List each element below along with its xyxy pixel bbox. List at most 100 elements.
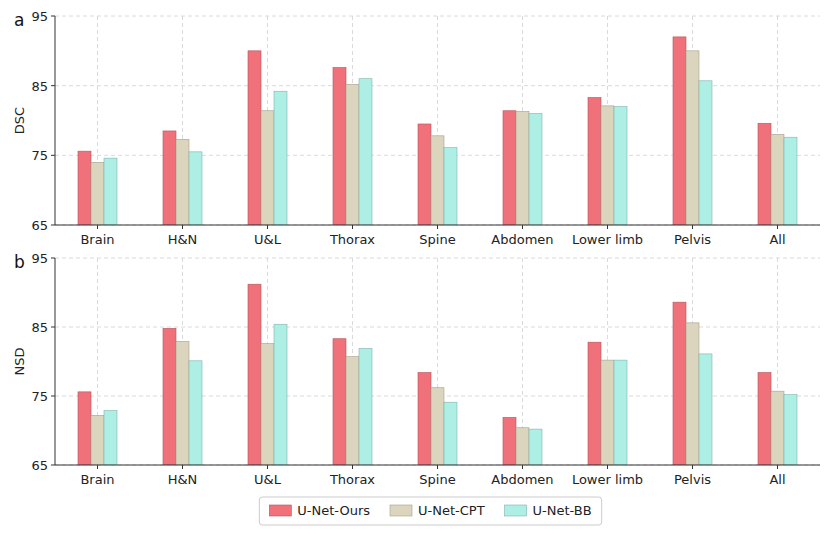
y-label: NSD: [12, 348, 27, 376]
bar: [91, 162, 104, 225]
tick-label: 65: [31, 458, 48, 473]
bar: [503, 111, 516, 225]
tick-label: Lower limb: [572, 232, 643, 247]
bar: [784, 137, 797, 225]
bar: [431, 136, 444, 225]
tick: [97, 225, 98, 229]
bar: [444, 148, 457, 225]
bar: [359, 79, 372, 225]
bar: [189, 361, 202, 465]
tick-label: Brain: [80, 472, 114, 487]
tick-label: Spine: [419, 232, 455, 247]
bar: [261, 344, 274, 465]
tick-label: 75: [31, 389, 48, 404]
tick: [522, 225, 523, 229]
bar: [346, 84, 359, 225]
bar: [673, 37, 686, 225]
tick-label: All: [769, 472, 785, 487]
tick: [352, 225, 353, 229]
tick: [607, 225, 608, 229]
tick: [182, 465, 183, 469]
tick-label: U&L: [254, 472, 282, 487]
bars: [78, 37, 797, 225]
bar: [601, 360, 614, 465]
tick: [607, 465, 608, 469]
panel: 65 75 85 95 Brain H&N U&L Thorax Spine Abdomen Low…: [12, 251, 820, 487]
tick-label: Pelvis: [674, 472, 711, 487]
tick-label: H&N: [168, 472, 198, 487]
bar: [346, 357, 359, 465]
tick-label: Pelvis: [674, 232, 711, 247]
legend-label: U-Net-Ours: [297, 503, 370, 518]
tick-label: Spine: [419, 472, 455, 487]
bar: [686, 323, 699, 465]
bar: [503, 417, 516, 465]
tick-label: Thorax: [329, 472, 375, 487]
bar: [771, 391, 784, 465]
legend-label: U-Net-BB: [533, 503, 592, 518]
tick: [777, 465, 778, 469]
tick-label: 85: [31, 320, 48, 335]
bar: [163, 131, 176, 225]
bar: [444, 402, 457, 465]
bar: [78, 392, 91, 465]
y-axis: [55, 258, 56, 465]
tick: [777, 225, 778, 229]
tick: [51, 225, 55, 226]
bar: [529, 429, 542, 465]
panel: 65758595BrainH&NU&LThoraxSpineAbdomenLow…: [12, 9, 820, 247]
y-axis: [55, 16, 56, 225]
tick-label: All: [769, 232, 785, 247]
bar: [248, 284, 261, 465]
tick: [182, 225, 183, 229]
legend-box: [259, 497, 601, 525]
tick-label: U&L: [254, 232, 282, 247]
bar: [686, 51, 699, 225]
bar: [333, 339, 346, 465]
bar: [588, 98, 601, 225]
legend-label: U-Net-CPT: [418, 503, 485, 518]
bar: [274, 91, 287, 225]
tick: [51, 155, 55, 156]
panel-label: b: [14, 252, 25, 272]
bar: [529, 114, 542, 225]
bar: [176, 341, 189, 465]
bar: [78, 151, 91, 225]
tick: [522, 465, 523, 469]
tick-label: 75: [31, 148, 48, 163]
bar: [189, 152, 202, 225]
legend-swatch: [390, 505, 412, 516]
bar: [516, 111, 529, 225]
bar: [614, 360, 627, 465]
tick-label: 95: [31, 251, 48, 266]
y-label: DSC: [12, 107, 27, 134]
bar: [758, 123, 771, 225]
bar: [699, 81, 712, 225]
bar: [91, 415, 104, 465]
tick: [51, 85, 55, 86]
tick-label: Abdomen: [491, 472, 553, 487]
tick: [51, 258, 55, 259]
tick: [437, 465, 438, 469]
bar: [176, 139, 189, 225]
bar: [784, 395, 797, 465]
legend-swatch: [505, 505, 527, 516]
bar: [418, 124, 431, 225]
tick: [692, 465, 693, 469]
tick: [51, 16, 55, 17]
panel-label: a: [14, 10, 24, 30]
tick: [437, 225, 438, 229]
tick-label: Lower limb: [572, 472, 643, 487]
tick: [51, 396, 55, 397]
legend-swatch: [269, 505, 291, 516]
tick: [692, 225, 693, 229]
bar: [333, 68, 346, 225]
tick-label: H&N: [168, 232, 198, 247]
tick: [267, 225, 268, 229]
tick-label: Thorax: [329, 232, 375, 247]
bar: [163, 328, 176, 465]
bar: [601, 106, 614, 225]
tick-label: 95: [31, 9, 48, 24]
figure: 65 75 85 95 Brain H&N U&L Thorax Spine Abdomen Low…: [0, 0, 831, 535]
bar: [104, 410, 117, 465]
